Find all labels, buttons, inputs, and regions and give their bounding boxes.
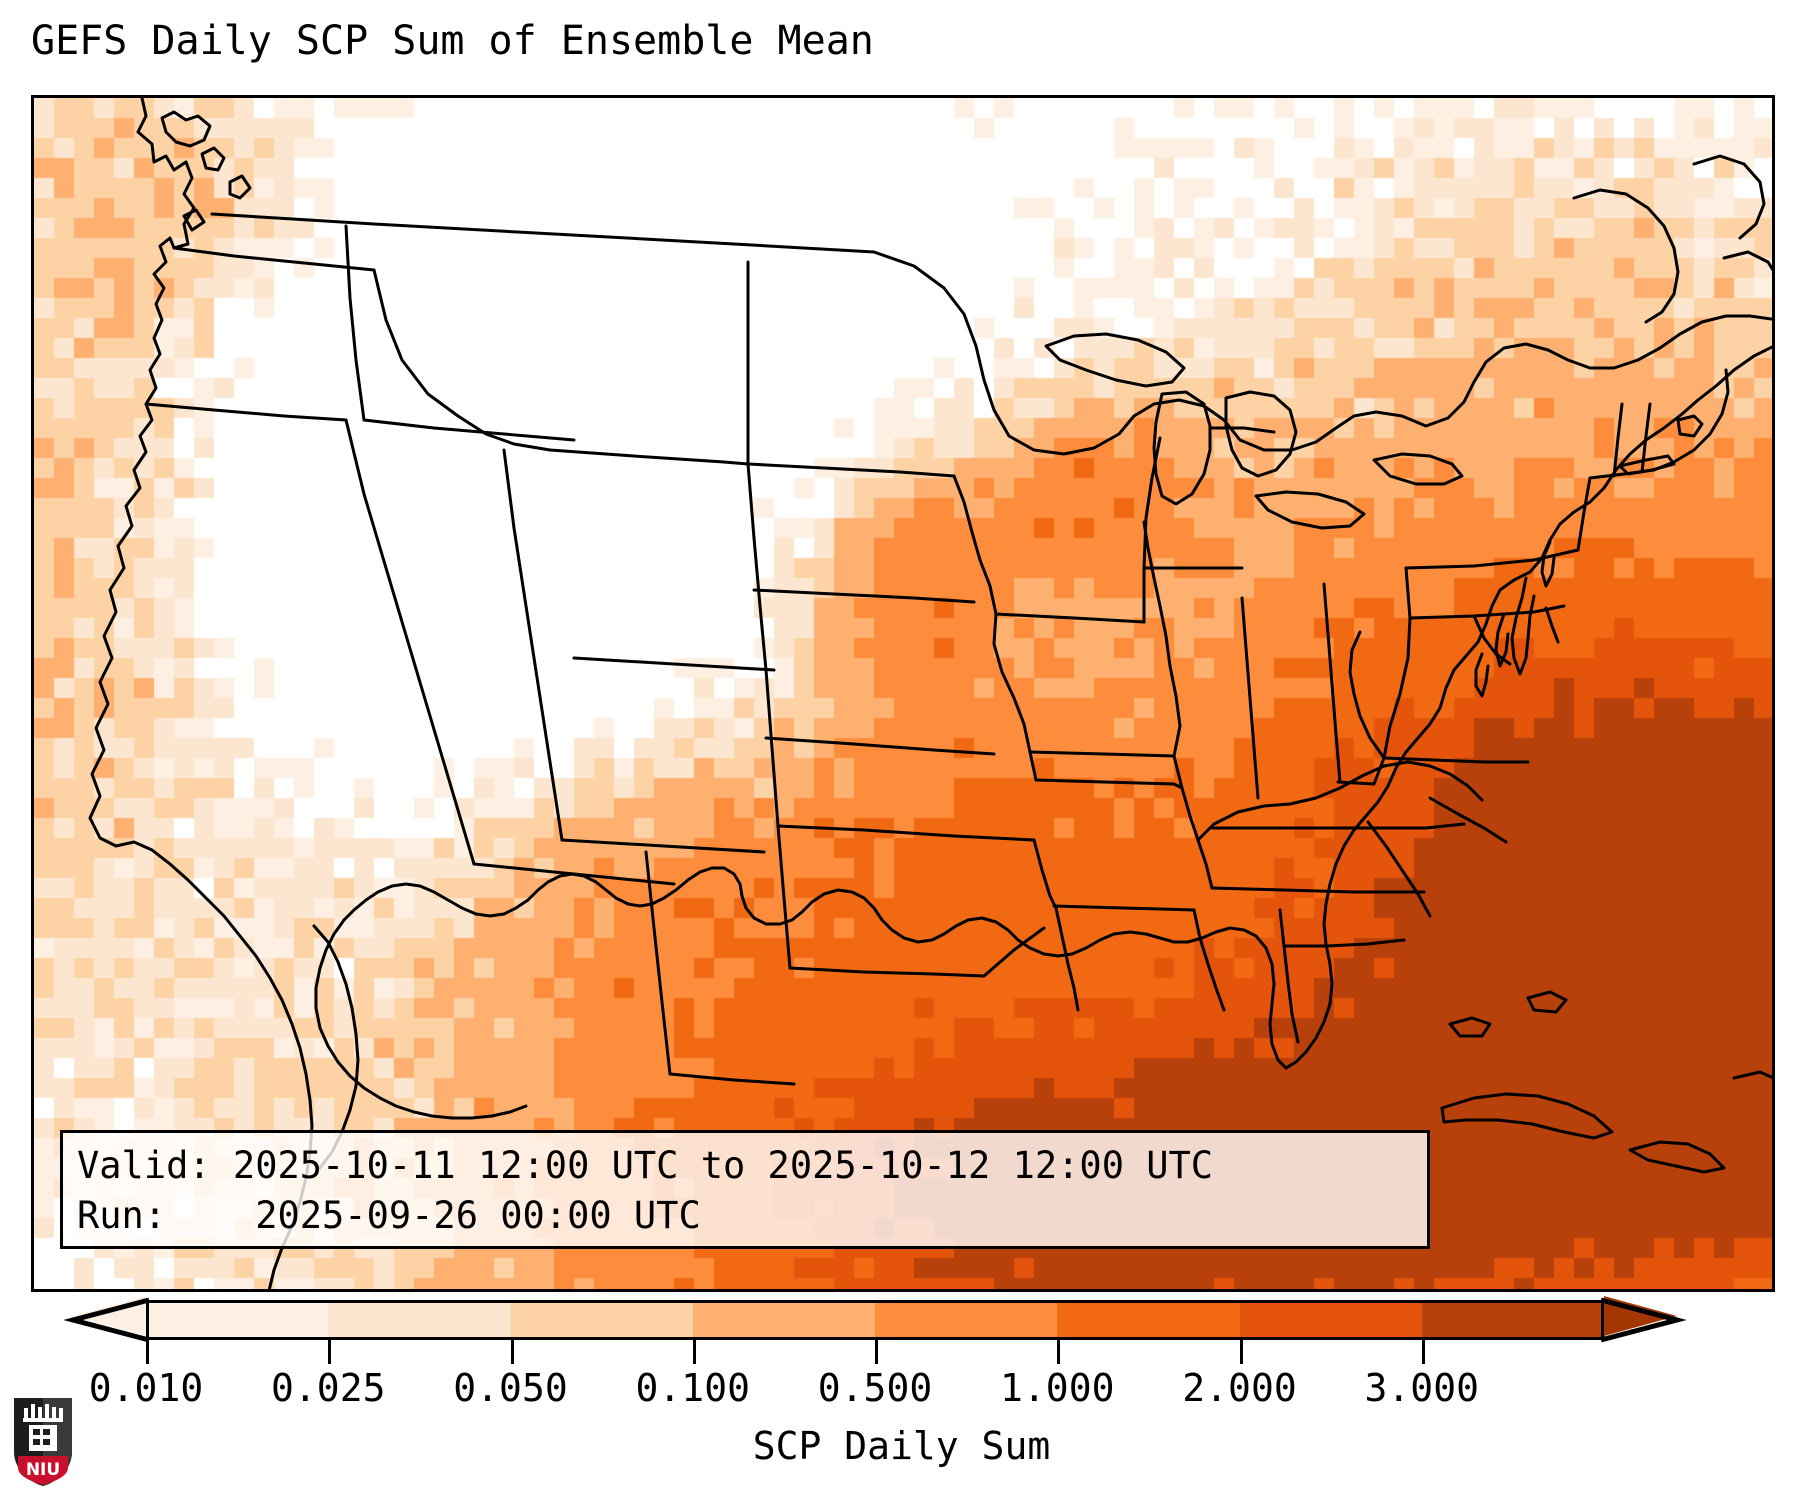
colorbar-tick — [146, 1340, 149, 1364]
colorbar-segment — [1057, 1300, 1241, 1340]
niu-logo: NIU — [14, 1398, 72, 1486]
svg-text:NIU: NIU — [26, 1460, 60, 1480]
colorbar-tick — [1239, 1340, 1243, 1364]
colorbar-segment — [510, 1300, 694, 1340]
colorbar-tick-label: 0.010 — [88, 1366, 204, 1410]
colorbar-tick-label: 2.000 — [1182, 1366, 1297, 1410]
colorbar-gradient — [146, 1300, 1605, 1340]
colorbar-tick — [1421, 1340, 1425, 1364]
heatmap-grid-layer — [34, 98, 1772, 1289]
colorbar-segment — [1421, 1300, 1605, 1340]
colorbar-tick — [692, 1340, 696, 1364]
valid-period-text: Valid: 2025-10-11 12:00 UTC to 2025-10-1… — [77, 1144, 1214, 1187]
map-panel[interactable] — [31, 95, 1775, 1292]
colorbar-segment — [692, 1300, 876, 1340]
colorbar[interactable]: 0.010 0.025 0.050 0.100 0.500 1.000 2.000 3.000… — [0, 1296, 1803, 1496]
model-run-text: Run: 2025-09-26 00:00 UTC — [77, 1194, 701, 1237]
colorbar-segment — [328, 1300, 512, 1340]
heatmap-canvas — [34, 98, 1772, 1289]
colorbar-tick — [328, 1340, 332, 1364]
colorbar-segment — [146, 1300, 329, 1340]
colorbar-tick — [510, 1340, 514, 1364]
colorbar-tick — [875, 1340, 878, 1364]
page-title: GEFS Daily SCP Sum of Ensemble Mean — [31, 18, 874, 64]
colorbar-segment — [1239, 1300, 1423, 1340]
colorbar-tick-label: 0.025 — [271, 1366, 386, 1410]
colorbar-axis-label: SCP Daily Sum — [752, 1424, 1051, 1468]
colorbar-outline — [146, 1300, 1604, 1340]
colorbar-segment — [875, 1300, 1058, 1340]
colorbar-tick-label: 0.100 — [635, 1366, 750, 1410]
colorbar-extend-outlines — [63, 1297, 1687, 1343]
forecast-info-box: Valid: 2025-10-11 12:00 UTC to 2025-10-1… — [60, 1130, 1430, 1249]
colorbar-tick-label: 0.050 — [453, 1366, 568, 1410]
colorbar-tick-label: 1.000 — [1000, 1366, 1115, 1410]
colorbar-tick-label: 3.000 — [1364, 1366, 1479, 1410]
colorbar-tick — [1057, 1340, 1061, 1364]
colorbar-tick-label: 0.500 — [817, 1366, 933, 1410]
